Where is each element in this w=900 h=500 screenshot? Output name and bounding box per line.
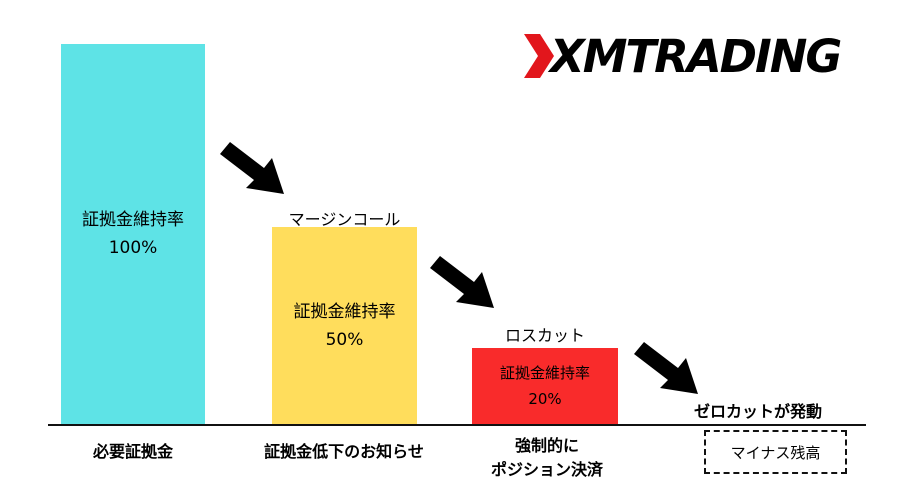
bottom-label-line: 証拠金低下のお知らせ [264,442,424,461]
bottom-label-line: 強制的に [514,436,579,455]
bar-inner-label: 証拠金維持率 [82,210,184,230]
bar-value-label: 50% [325,329,364,350]
negative-balance-box: マイナス残高 [704,430,847,474]
bottom-label-line: 必要証拠金 [92,442,173,461]
arrow-down-right-icon [634,342,698,394]
logo-chevron-icon [524,34,554,78]
bar-required-margin: 証拠金維持率 100% [61,44,205,424]
bar-inner-label: 証拠金維持率 [499,364,590,382]
arrow-down-right-icon [430,256,494,308]
zero-cut-label: ゼロカットが発動 [694,402,823,421]
bottom-label-line: ポジション決済 [490,460,603,479]
bottom-label-margin-notice: 証拠金低下のお知らせ [244,440,444,464]
bar-margin-call: 証拠金維持率 50% [272,227,417,424]
bar-inner-label: 証拠金維持率 [293,301,396,322]
bar-value-label: 100% [108,238,158,258]
bar-value-label: 20% [528,390,562,408]
xmtrading-logo: XMTRADING [520,28,880,84]
logo-text: XMTRADING [550,30,842,83]
x-axis-baseline [48,424,866,426]
arrow-down-right-icon [220,142,284,194]
bar-loss-cut: 証拠金維持率 20% [472,348,618,424]
bottom-label-required-margin: 必要証拠金 [61,440,205,464]
bottom-label-forced-close: 強制的に ポジション決済 [462,434,632,482]
negative-balance-text: マイナス残高 [730,443,821,462]
margin-call-label: マージンコール [288,210,401,229]
loss-cut-label: ロスカット [504,326,585,345]
